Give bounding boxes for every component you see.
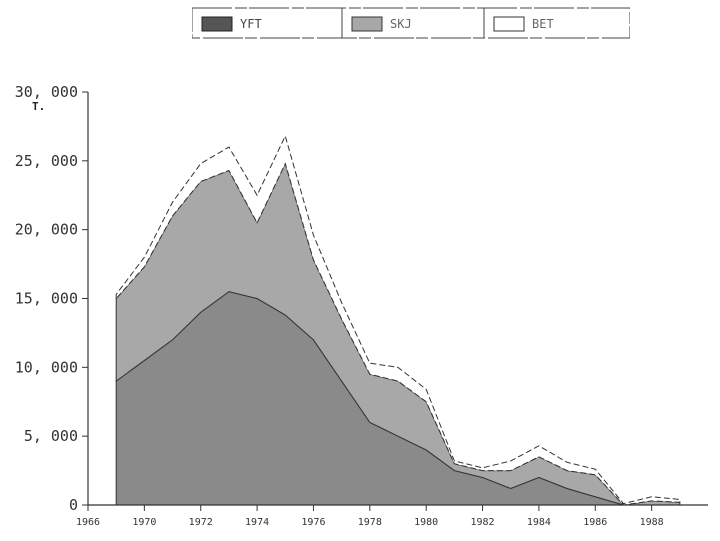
y-axis-label: T. — [32, 100, 45, 113]
legend-swatch-skj — [351, 16, 383, 32]
y-tick-label: 0 — [69, 496, 78, 514]
y-tick-label: 15, 000 — [15, 290, 78, 308]
x-tick-label: 1966 — [76, 517, 100, 528]
legend-swatch-yft — [201, 16, 233, 32]
x-tick-label: 1972 — [189, 517, 213, 528]
legend-svg: YFT SKJ BET — [191, 7, 631, 39]
legend: YFT SKJ BET — [191, 6, 631, 42]
area-layers — [115, 134, 681, 506]
legend-label-yft: YFT — [240, 17, 262, 31]
x-tick-label: 1978 — [358, 517, 382, 528]
legend-swatch-bet — [493, 16, 525, 32]
y-tick-label: 10, 000 — [15, 358, 78, 376]
legend-label-skj: SKJ — [390, 17, 412, 31]
legend-label-bet: BET — [532, 17, 554, 31]
x-tick-label: 1986 — [583, 517, 607, 528]
area-bet — [115, 134, 681, 506]
x-tick-label: 1970 — [132, 517, 156, 528]
y-tick-label: 20, 000 — [15, 221, 78, 239]
x-tick-label: 1984 — [527, 517, 551, 528]
x-ticks: 1966 1970 1972 1974 1976 1978 1980 1982 1984 1986… — [76, 505, 664, 528]
y-tick-label: 30, 000 — [15, 83, 78, 101]
y-tick-label: 5, 000 — [24, 427, 78, 445]
x-tick-label: 1982 — [470, 517, 494, 528]
y-tick-label: 25, 000 — [15, 152, 78, 170]
x-tick-label: 1976 — [301, 517, 325, 528]
x-tick-label: 1980 — [414, 517, 438, 528]
x-tick-label: 1988 — [640, 517, 664, 528]
y-ticks: 0 5, 000 10, 000 15, 000 20, 000 25, 000 30, 0… — [15, 83, 88, 514]
x-tick-label: 1974 — [245, 517, 269, 528]
